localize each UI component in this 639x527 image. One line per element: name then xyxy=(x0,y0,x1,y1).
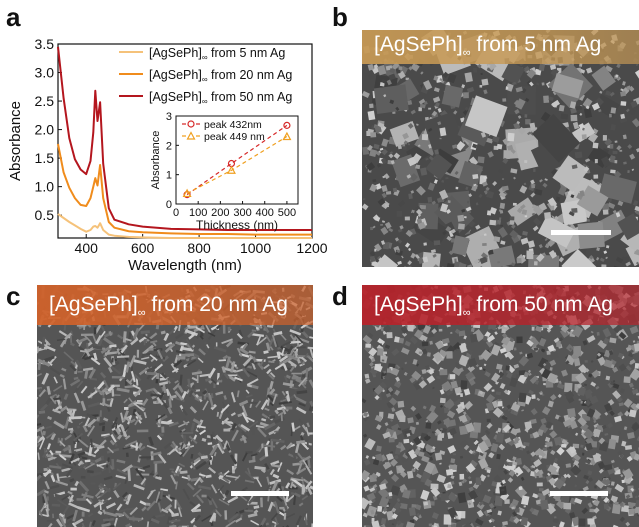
scale-bar xyxy=(550,491,608,496)
inset-legend-marker xyxy=(187,120,195,128)
inset-legend-entry: peak 449 nm xyxy=(204,131,265,143)
x-tick-label: 800 xyxy=(187,240,211,256)
label-subscript: ∞ xyxy=(462,307,471,319)
x-tick-label: 600 xyxy=(131,240,155,256)
inset-point xyxy=(282,131,292,141)
inset-chart: 0 100 200 300 400 500 0 1 2 3 Thickness (nm) Absorb… xyxy=(150,111,299,232)
label-formula: [AgSePh] xyxy=(374,33,463,56)
inset-x-axis-label: Thickness (nm) xyxy=(196,218,278,232)
inset-x-tick-label: 500 xyxy=(278,207,296,219)
panel-letter-b: b xyxy=(332,2,348,32)
sem-image-50nm: [AgSePh]∞ from 50 nm Ag xyxy=(362,285,639,527)
y-axis-label: Absorbance xyxy=(7,101,24,181)
y-tick-label: 1.0 xyxy=(35,179,55,195)
inset-legend-marker xyxy=(186,131,196,140)
inset-x-tick-label: 100 xyxy=(189,207,207,219)
label-source: from 50 nm Ag xyxy=(470,293,613,316)
inset-x-tick-label: 200 xyxy=(211,207,229,219)
label-formula: [AgSePh] xyxy=(49,293,138,316)
sem-label-5nm: [AgSePh]∞ from 5 nm Ag xyxy=(362,30,639,64)
inset-point xyxy=(226,165,236,174)
y-tick-label: 1.5 xyxy=(35,150,55,166)
inset-y-tick-label: 2 xyxy=(166,140,172,152)
scale-bar xyxy=(231,491,289,496)
panel-letter-c: c xyxy=(6,281,21,311)
series-line-2 xyxy=(57,143,312,236)
panel-letter-d: d xyxy=(332,281,348,311)
series-line-1 xyxy=(57,213,312,239)
inset-x-tick-label: 0 xyxy=(173,207,179,219)
inset-fit-line xyxy=(186,124,288,196)
label-subscript: ∞ xyxy=(462,47,471,59)
legend-entry: [AgSePh]∞ from 5 nm Ag xyxy=(149,46,285,62)
x-axis-label: Wavelength (nm) xyxy=(128,257,242,274)
x-tick-label: 1200 xyxy=(296,240,327,256)
inset-y-tick-label: 3 xyxy=(166,111,172,123)
inset-point xyxy=(182,188,192,198)
inset-y-tick-label: 0 xyxy=(166,199,172,211)
inset-fit-line xyxy=(186,135,288,194)
x-tick-label: 1000 xyxy=(240,240,271,256)
sem-image-20nm: [AgSePh]∞ from 20 nm Ag xyxy=(37,285,313,527)
y-tick-label: 3.5 xyxy=(35,36,55,52)
sem-label-50nm: [AgSePh]∞ from 50 nm Ag xyxy=(362,285,639,325)
inset-y-axis-label: Absorbance xyxy=(150,131,162,190)
inset-x-tick-label: 300 xyxy=(233,207,251,219)
inset-y-tick-label: 1 xyxy=(166,170,172,182)
y-tick-label: 3.0 xyxy=(35,65,55,81)
inset-x-tick-label: 400 xyxy=(256,207,274,219)
y-tick-label: 0.5 xyxy=(35,207,55,223)
sem-label-20nm: [AgSePh]∞ from 20 nm Ag xyxy=(37,285,313,325)
label-subscript: ∞ xyxy=(137,307,146,319)
sem-texture xyxy=(37,285,313,527)
x-tick-label: 400 xyxy=(75,240,99,256)
legend-entry: [AgSePh]∞ from 20 nm Ag xyxy=(149,68,292,84)
legend-entry: [AgSePh]∞ from 50 nm Ag xyxy=(149,90,292,106)
sem-image-5nm: [AgSePh]∞ from 5 nm Ag xyxy=(362,30,639,267)
label-source: from 20 nm Ag xyxy=(145,293,288,316)
y-tick-label: 2.5 xyxy=(35,93,55,109)
inset-point xyxy=(283,121,291,129)
inset-legend-entry: peak 432nm xyxy=(204,119,262,131)
scale-bar xyxy=(551,230,611,235)
panel-letter-a: a xyxy=(6,2,21,32)
y-tick-label: 2.0 xyxy=(35,122,55,138)
label-formula: [AgSePh] xyxy=(374,293,463,316)
inset-frame xyxy=(175,115,299,205)
absorbance-chart: 400 600 800 1000 12000.51.01.52.02.53.03.5Wa… xyxy=(7,36,328,274)
label-source: from 5 nm Ag xyxy=(470,33,602,56)
series-line-3 xyxy=(57,46,312,231)
